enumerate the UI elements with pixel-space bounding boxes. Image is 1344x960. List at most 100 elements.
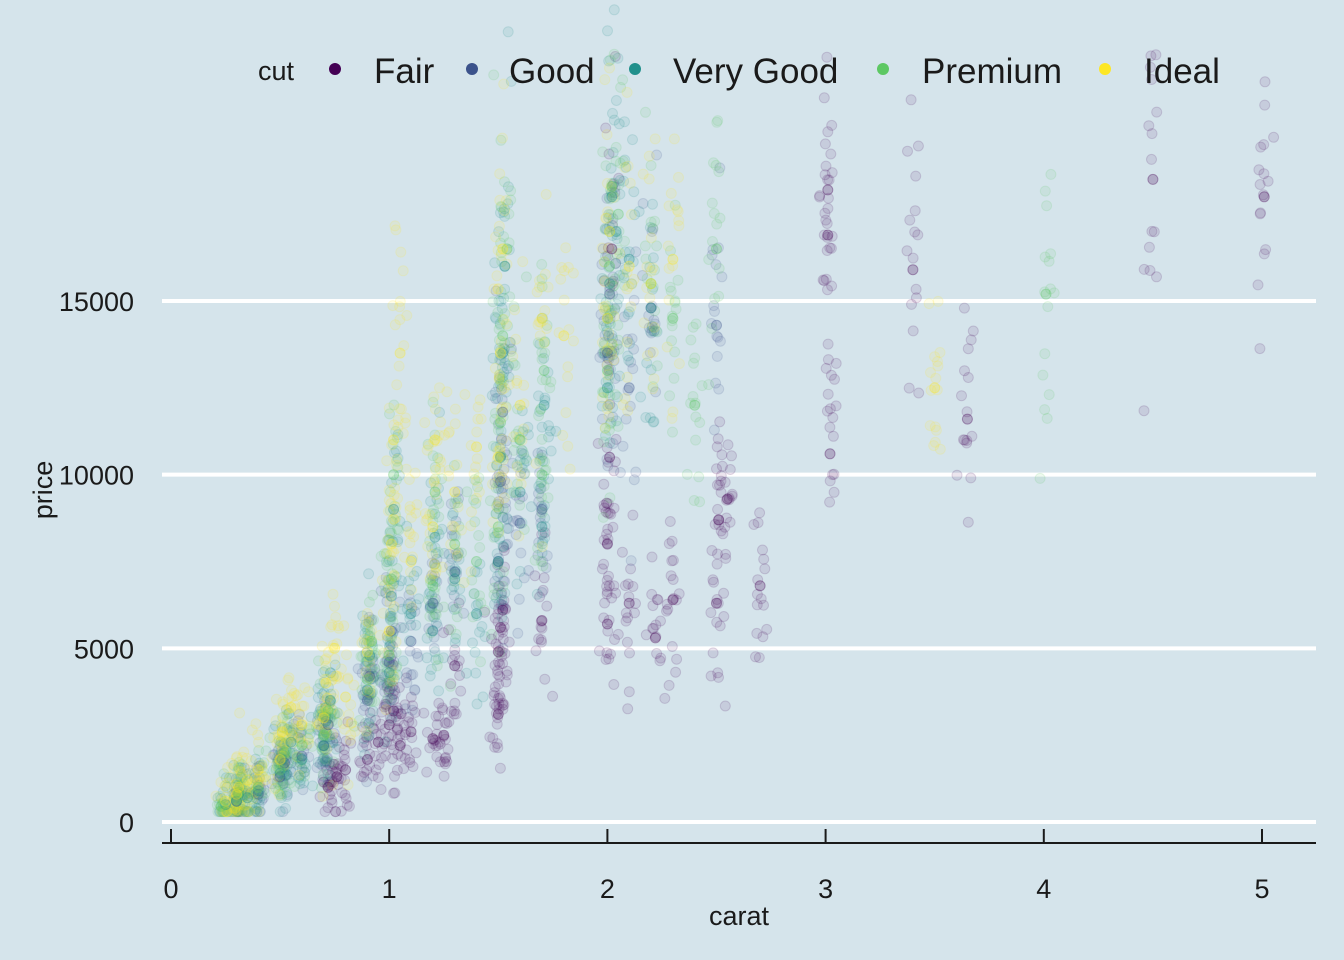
scatter-point bbox=[615, 81, 627, 93]
scatter-point bbox=[394, 403, 406, 415]
scatter-point bbox=[597, 392, 609, 404]
scatter-point bbox=[293, 727, 305, 739]
scatter-point bbox=[603, 330, 614, 342]
scatter-point bbox=[492, 283, 504, 295]
scatter-point bbox=[218, 800, 230, 811]
scatter-point bbox=[645, 364, 657, 376]
scatter-point bbox=[613, 172, 625, 184]
scatter-point bbox=[345, 699, 357, 711]
scatter-point bbox=[604, 221, 615, 233]
scatter-point bbox=[474, 626, 485, 638]
scatter-point bbox=[603, 148, 615, 160]
scatter-point bbox=[317, 776, 329, 788]
scatter-point bbox=[278, 762, 289, 774]
scatter-point bbox=[238, 778, 250, 790]
scatter-point bbox=[389, 447, 400, 459]
scatter-point bbox=[281, 736, 293, 748]
scatter-point bbox=[689, 399, 701, 411]
scatter-point bbox=[277, 778, 289, 789]
scatter-point bbox=[651, 594, 663, 605]
scatter-point bbox=[386, 579, 398, 591]
scatter-point bbox=[363, 596, 375, 608]
scatter-point bbox=[421, 652, 433, 664]
scatter-point bbox=[316, 688, 328, 700]
scatter-point bbox=[391, 459, 402, 471]
scatter-point bbox=[366, 624, 377, 636]
scatter-point bbox=[233, 806, 244, 818]
scatter-point bbox=[500, 497, 511, 509]
scatter-point bbox=[296, 763, 308, 775]
scatter-point bbox=[545, 445, 557, 457]
scatter-point bbox=[719, 476, 731, 488]
scatter-point bbox=[715, 470, 727, 482]
scatter-point bbox=[295, 727, 307, 739]
scatter-point bbox=[278, 722, 290, 734]
scatter-point bbox=[471, 566, 483, 578]
scatter-point bbox=[427, 450, 439, 462]
scatter-point bbox=[472, 401, 484, 413]
scatter-point bbox=[290, 749, 302, 761]
scatter-point bbox=[363, 689, 375, 701]
scatter-point bbox=[277, 777, 288, 789]
scatter-point bbox=[454, 670, 466, 681]
scatter-point bbox=[536, 281, 548, 293]
scatter-point bbox=[448, 530, 460, 541]
scatter-point bbox=[447, 507, 459, 519]
scatter-point bbox=[818, 92, 830, 104]
scatter-point bbox=[247, 777, 258, 788]
scatter-point bbox=[320, 760, 332, 772]
scatter-point bbox=[824, 475, 836, 487]
scatter-point bbox=[379, 548, 390, 560]
scatter-point bbox=[556, 262, 568, 273]
scatter-point bbox=[710, 259, 722, 271]
scatter-point bbox=[498, 542, 510, 553]
scatter-point bbox=[474, 590, 486, 602]
scatter-point bbox=[667, 594, 679, 606]
scatter-point bbox=[297, 737, 309, 749]
scatter-point bbox=[231, 787, 243, 798]
scatter-point bbox=[496, 393, 508, 405]
scatter-point bbox=[605, 276, 617, 288]
scatter-point bbox=[342, 673, 354, 685]
scatter-point bbox=[601, 223, 613, 235]
scatter-point bbox=[499, 575, 511, 587]
scatter-point bbox=[601, 403, 613, 415]
scatter-point bbox=[599, 274, 611, 286]
scatter-point bbox=[516, 517, 528, 529]
scatter-point bbox=[295, 726, 307, 738]
scatter-point bbox=[294, 708, 305, 720]
scatter-point bbox=[367, 705, 379, 717]
scatter-point bbox=[497, 602, 509, 614]
scatter-point bbox=[299, 770, 311, 782]
scatter-point bbox=[385, 590, 397, 602]
scatter-point bbox=[562, 371, 574, 383]
scatter-point bbox=[497, 376, 509, 388]
scatter-point bbox=[487, 296, 499, 308]
scatter-point bbox=[443, 470, 455, 482]
scatter-point bbox=[406, 584, 418, 596]
scatter-point bbox=[619, 393, 631, 404]
scatter-point bbox=[824, 421, 836, 433]
scatter-point bbox=[429, 542, 441, 554]
scatter-point bbox=[234, 782, 246, 794]
scatter-point bbox=[499, 260, 511, 272]
scatter-point bbox=[429, 581, 441, 593]
scatter-point bbox=[715, 486, 727, 498]
scatter-point bbox=[490, 231, 502, 243]
scatter-point bbox=[492, 556, 504, 567]
scatter-point bbox=[711, 330, 723, 342]
scatter-point bbox=[643, 322, 655, 334]
scatter-point bbox=[758, 599, 769, 611]
scatter-point bbox=[331, 707, 343, 719]
scatter-point bbox=[408, 570, 420, 582]
scatter-point bbox=[451, 611, 463, 623]
scatter-point bbox=[450, 708, 462, 720]
scatter-point bbox=[629, 607, 640, 619]
scatter-point bbox=[317, 790, 329, 802]
scatter-point bbox=[494, 472, 506, 483]
scatter-point bbox=[234, 763, 245, 775]
scatter-point bbox=[539, 395, 551, 406]
scatter-point bbox=[685, 334, 697, 346]
scatter-point bbox=[719, 700, 731, 712]
scatter-point bbox=[488, 582, 500, 594]
